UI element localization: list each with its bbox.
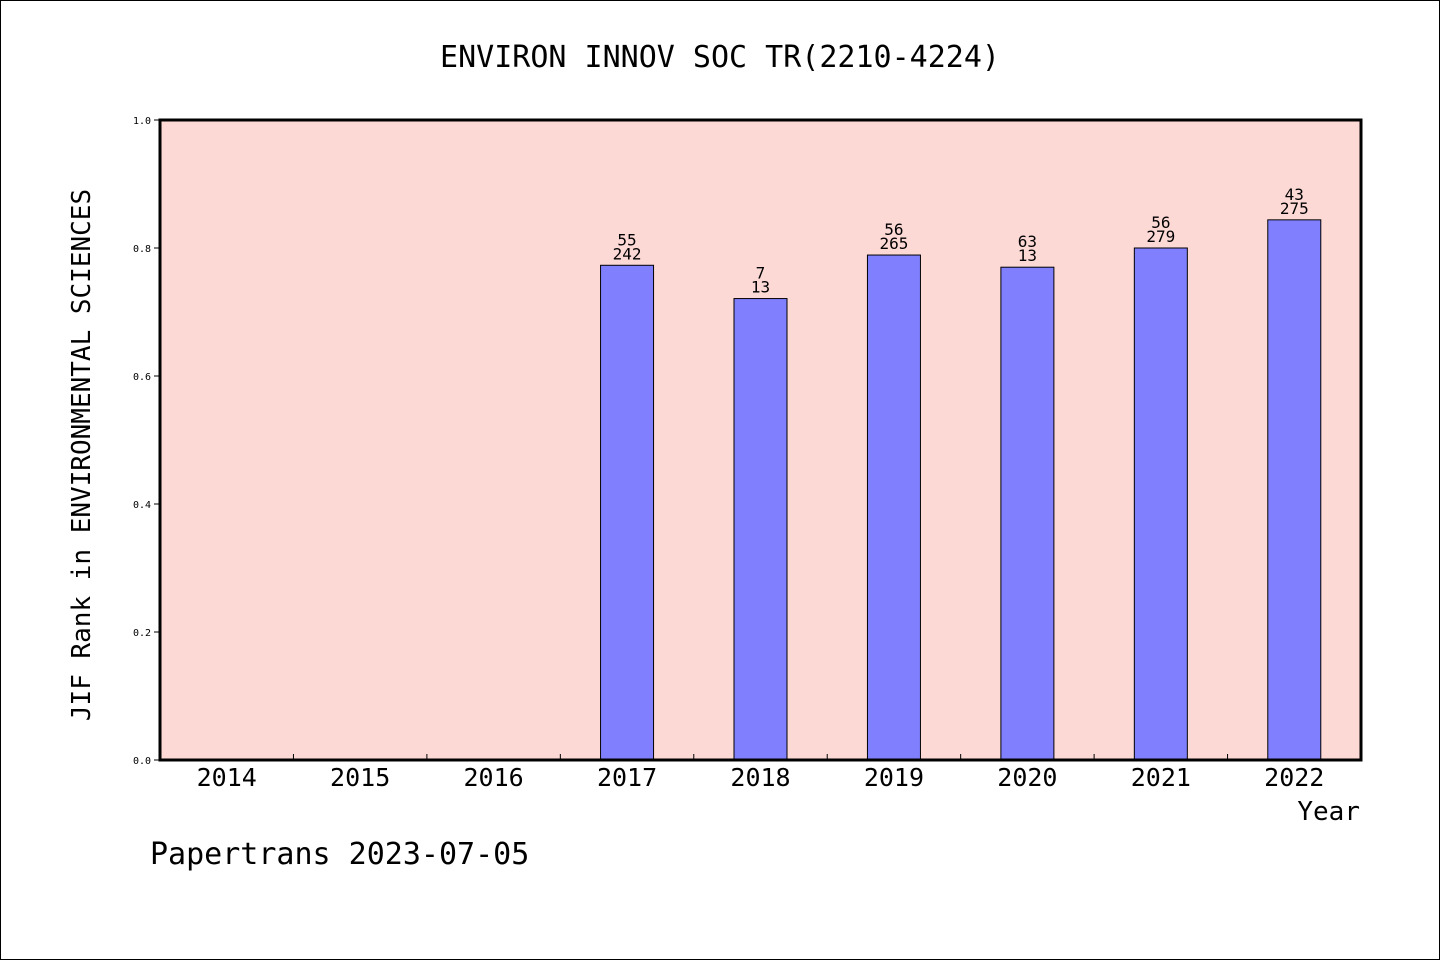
y-tick-label-0.6: 0.6: [133, 372, 151, 383]
y-tick-label-0.2: 0.2: [133, 628, 151, 639]
x-tick-label-2016: 2016: [464, 763, 524, 792]
y-tick-label-0.0: 0.0: [133, 756, 151, 767]
x-tick-label-2017: 2017: [597, 763, 657, 792]
bar-label-total-2018: 13: [751, 278, 770, 297]
x-tick-label-2019: 2019: [864, 763, 924, 792]
plot-border: [158, 118, 1363, 762]
x-axis-label: Year: [1297, 797, 1360, 827]
bar-2021: [1133, 247, 1188, 761]
x-ticks-group: 2014 2015 2016 2017 2018 2019 2020 2021 2022: [197, 754, 1324, 792]
bar-2019: [866, 254, 921, 761]
bar-2020: [1000, 266, 1055, 761]
x-tick-label-2020: 2020: [997, 763, 1057, 792]
bar-label-rank-2018: 7: [756, 264, 766, 283]
x-tick-label-2014: 2014: [197, 763, 257, 792]
bars-group: [600, 219, 1322, 761]
bar-label-rank-2021: 56: [1151, 213, 1170, 232]
bar-2022: [1267, 219, 1322, 761]
y-axis-label: JIF Rank in ENVIRONMENTAL SCIENCES: [67, 189, 97, 721]
footer-text: Papertrans 2023-07-05: [150, 837, 529, 872]
y-tick-label-0.8: 0.8: [133, 244, 151, 255]
bar-label-total-2020: 13: [1018, 246, 1037, 265]
x-tick-label-2021: 2021: [1131, 763, 1191, 792]
bar-label-total-2022: 275: [1280, 199, 1309, 218]
x-tick-label-2015: 2015: [330, 763, 390, 792]
y-ticks-group: 0.0 0.2 0.4 0.6 0.8 1.0: [133, 116, 160, 767]
bar-2017: [600, 264, 655, 761]
bar-2018: [733, 298, 788, 761]
bar-label-rank-2022: 43: [1285, 185, 1304, 204]
bar-label-rank-2020: 63: [1018, 232, 1037, 251]
y-tick-label-0.4: 0.4: [133, 500, 151, 511]
bar-label-rank-2017: 55: [617, 230, 636, 249]
y-tick-label-1.0: 1.0: [133, 116, 151, 127]
bar-label-total-2017: 242: [613, 244, 642, 263]
chart-title: ENVIRON INNOV SOC TR(2210-4224): [440, 40, 1000, 75]
bar-label-total-2021: 279: [1146, 227, 1175, 246]
x-tick-label-2018: 2018: [730, 763, 790, 792]
bar-label-rank-2019: 56: [884, 220, 903, 239]
bar-label-total-2019: 265: [879, 234, 908, 253]
x-tick-label-2022: 2022: [1264, 763, 1324, 792]
